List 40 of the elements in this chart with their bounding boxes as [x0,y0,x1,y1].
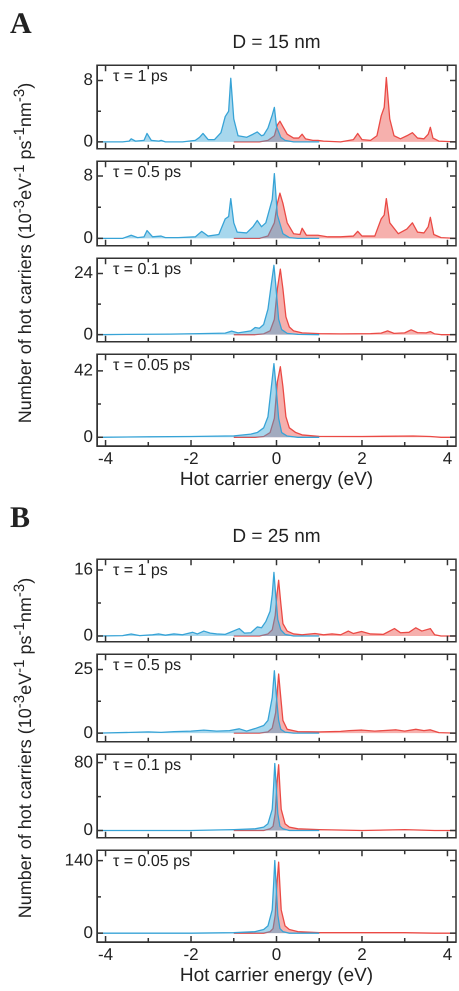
x-tick-label: -2 [183,944,199,964]
annotation: τ = 0.5 ps [113,657,182,675]
x-tick-label: 0 [272,944,282,964]
y-tick-label: 0 [84,922,93,942]
annotation: τ = 0.05 ps [113,853,190,871]
x-tick-label: -4 [98,944,114,964]
y-tick-label: 8 [84,166,93,185]
annotation: τ = 0.1 ps [113,757,182,775]
chart-title: D = 15 nm [231,32,322,54]
y-tick-label: 8 [84,70,93,90]
x-axis-title: Hot carrier energy (eV) [178,965,374,987]
annotation: τ = 1 ps [113,562,168,580]
y-tick-label: 0 [84,228,93,248]
x-tick-label: 0 [272,448,282,468]
annotation: τ = 1 ps [113,68,168,86]
y-tick-label: 42 [74,360,93,380]
y-tick-label: 140 [64,850,93,870]
x-tick-label: 4 [442,944,452,964]
annotation: τ = 0.1 ps [113,261,182,279]
text: A [10,7,32,41]
annotation: τ = 0.5 ps [113,164,182,182]
x-axis-title: Hot carrier energy (eV) [178,469,374,491]
x-tick-label: 2 [357,944,367,964]
y-tick-label: 0 [84,722,93,742]
y-tick-label: 24 [74,263,93,282]
y-tick-label: 0 [84,626,93,645]
y-tick-label: 0 [84,132,93,151]
y-tick-label: 0 [84,324,93,344]
y-tick-label: 0 [84,820,93,840]
y-tick-label: 80 [74,752,93,772]
text: B [10,501,30,535]
x-tick-label: -4 [98,448,114,468]
annotation: τ = 0.05 ps [113,357,190,375]
y-tick-label: 0 [84,426,93,446]
x-tick-label: -2 [183,448,199,468]
x-tick-label: 4 [442,448,452,468]
x-tick-label: 2 [357,448,367,468]
y-tick-label: 25 [74,659,93,678]
y-tick-label: 16 [74,560,93,579]
chart-title: D = 25 nm [231,526,322,548]
